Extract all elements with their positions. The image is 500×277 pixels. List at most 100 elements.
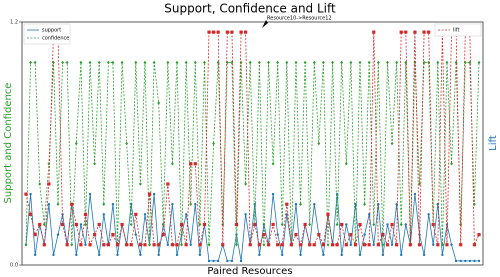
point bbox=[33, 233, 37, 237]
point bbox=[138, 182, 142, 186]
point bbox=[340, 60, 344, 65]
point bbox=[276, 60, 280, 65]
series-line bbox=[25, 31, 480, 247]
point bbox=[106, 60, 110, 65]
point bbox=[102, 243, 106, 247]
point bbox=[418, 182, 421, 186]
point bbox=[299, 202, 302, 207]
point bbox=[179, 222, 184, 227]
point bbox=[166, 60, 170, 65]
point bbox=[450, 243, 453, 246]
point bbox=[198, 253, 202, 257]
point bbox=[248, 243, 252, 247]
point bbox=[450, 161, 453, 166]
point bbox=[267, 60, 270, 65]
point bbox=[102, 213, 105, 216]
point bbox=[70, 202, 74, 206]
point bbox=[326, 242, 330, 247]
point bbox=[171, 203, 174, 206]
point bbox=[134, 233, 138, 236]
point bbox=[390, 243, 394, 246]
point bbox=[285, 60, 289, 65]
point bbox=[349, 243, 353, 246]
point bbox=[234, 222, 239, 227]
point bbox=[308, 243, 312, 247]
point bbox=[440, 242, 444, 247]
point bbox=[340, 222, 344, 227]
point bbox=[427, 213, 430, 216]
point bbox=[399, 222, 403, 227]
point bbox=[326, 212, 330, 216]
point bbox=[93, 161, 97, 166]
point bbox=[395, 60, 399, 65]
point bbox=[372, 30, 376, 34]
point bbox=[56, 202, 60, 207]
point bbox=[47, 203, 51, 206]
point bbox=[61, 60, 65, 65]
point bbox=[47, 182, 51, 186]
point bbox=[207, 30, 211, 34]
point bbox=[125, 141, 129, 146]
point bbox=[294, 203, 298, 206]
point bbox=[33, 60, 37, 65]
point bbox=[65, 60, 69, 65]
point bbox=[88, 192, 92, 196]
point bbox=[400, 253, 403, 257]
point bbox=[239, 259, 243, 263]
point bbox=[157, 243, 161, 247]
point bbox=[454, 60, 458, 65]
point bbox=[413, 60, 417, 65]
point bbox=[239, 30, 243, 34]
point bbox=[97, 222, 101, 227]
point bbox=[477, 259, 481, 263]
annotation-arrow bbox=[262, 20, 268, 28]
legend-box bbox=[23, 23, 71, 45]
point bbox=[111, 60, 115, 65]
point bbox=[134, 212, 138, 216]
x-axis-label: Paired Resources bbox=[207, 266, 292, 277]
point bbox=[79, 223, 83, 226]
point bbox=[97, 60, 101, 65]
point bbox=[166, 243, 170, 246]
point bbox=[454, 259, 458, 263]
point bbox=[372, 243, 375, 246]
point bbox=[271, 192, 275, 196]
point bbox=[166, 182, 170, 186]
point bbox=[257, 60, 261, 65]
point bbox=[244, 182, 248, 186]
point bbox=[56, 233, 60, 236]
point bbox=[75, 253, 78, 257]
point bbox=[390, 222, 394, 227]
point bbox=[125, 243, 129, 247]
point bbox=[422, 30, 426, 34]
point bbox=[386, 223, 389, 226]
point bbox=[459, 222, 463, 227]
point bbox=[363, 243, 367, 247]
point bbox=[390, 141, 394, 146]
point bbox=[345, 223, 348, 226]
point bbox=[404, 223, 407, 226]
point bbox=[253, 222, 257, 227]
point bbox=[477, 60, 481, 65]
point bbox=[445, 60, 449, 65]
point bbox=[152, 243, 156, 247]
point bbox=[65, 243, 69, 247]
point bbox=[61, 222, 65, 227]
point bbox=[367, 243, 371, 247]
point bbox=[408, 243, 412, 247]
point bbox=[317, 141, 321, 146]
point bbox=[111, 233, 115, 237]
point bbox=[88, 60, 92, 65]
point bbox=[202, 222, 207, 227]
point bbox=[143, 243, 147, 247]
point bbox=[230, 30, 234, 34]
point bbox=[120, 60, 124, 65]
point bbox=[417, 243, 422, 247]
point bbox=[258, 253, 261, 257]
legend-box bbox=[434, 23, 482, 37]
point bbox=[358, 60, 362, 65]
point bbox=[399, 30, 403, 34]
point bbox=[225, 30, 229, 34]
point bbox=[294, 233, 298, 237]
point bbox=[161, 233, 165, 237]
